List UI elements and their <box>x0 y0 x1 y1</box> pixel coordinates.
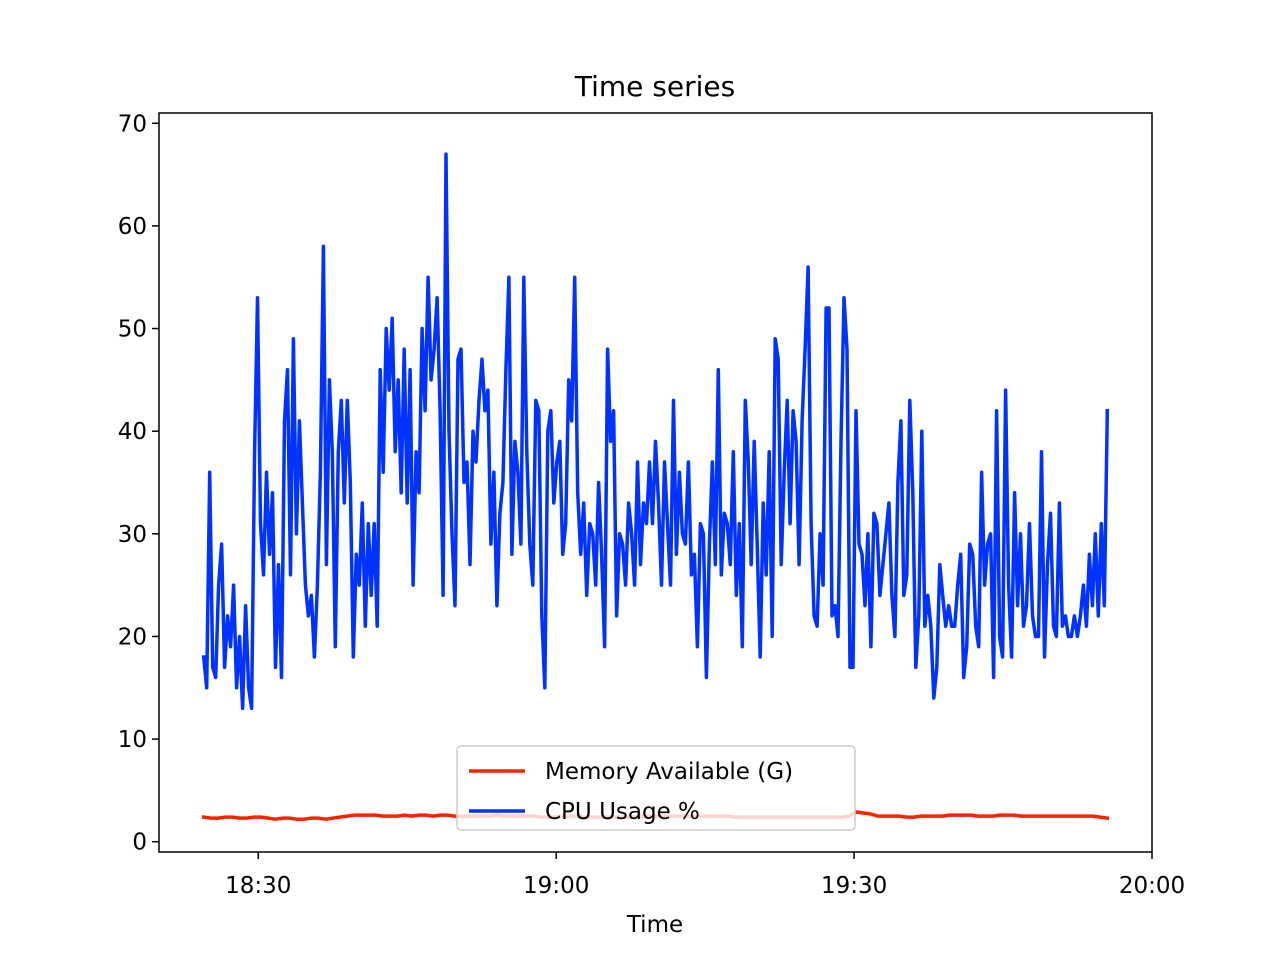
chart-title: Time series <box>574 70 735 103</box>
x-tick-label: 18:30 <box>225 873 291 899</box>
x-tick-label: 19:30 <box>821 873 887 899</box>
plot-frame <box>158 112 1153 853</box>
x-tick-label: 19:00 <box>523 873 589 899</box>
y-tick-label: 70 <box>118 111 147 137</box>
y-tick-label: 50 <box>118 317 147 343</box>
y-tick-label: 0 <box>132 830 147 856</box>
y-tick-label: 10 <box>118 727 147 753</box>
legend-label-memory: Memory Available (G) <box>545 759 793 785</box>
y-tick-label: 40 <box>118 419 147 445</box>
y-axis: 0 10 20 30 40 50 60 70 <box>118 111 159 856</box>
y-tick-label: 60 <box>118 214 147 240</box>
legend: Memory Available (G) CPU Usage % <box>456 745 856 831</box>
x-tick-label: 20:00 <box>1119 873 1185 899</box>
legend-label-cpu: CPU Usage % <box>545 799 700 825</box>
y-tick-label: 20 <box>118 624 147 650</box>
x-axis-label: Time <box>626 912 683 938</box>
cpu-usage-line <box>201 152 1110 711</box>
x-axis: 18:30 19:00 19:30 20:00 <box>225 852 1185 899</box>
y-tick-label: 30 <box>118 522 147 548</box>
legend-box <box>456 745 856 831</box>
